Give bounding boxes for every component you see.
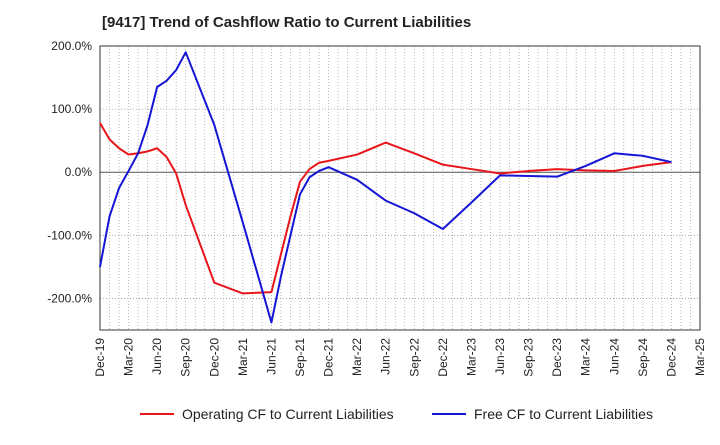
x-tick-label: Sep-24 <box>636 338 650 377</box>
x-tick-label: Mar-23 <box>464 338 478 376</box>
x-tick-label: Dec-22 <box>436 338 450 377</box>
series-line-free-cf <box>99 51 672 324</box>
x-tick-label: Jun-24 <box>607 338 621 375</box>
x-tick-label: Dec-20 <box>207 338 221 377</box>
x-tick-label: Dec-19 <box>93 338 107 377</box>
x-tick-label: Mar-21 <box>236 338 250 376</box>
y-tick-label: 200.0% <box>51 39 92 53</box>
x-tick-label: Jun-23 <box>493 338 507 375</box>
plot-frame <box>99 45 701 331</box>
x-tick-label: Sep-21 <box>293 338 307 377</box>
x-tick-label: Sep-23 <box>522 338 536 377</box>
y-tick-label: 0.0% <box>65 165 93 179</box>
y-tick-label: -200.0% <box>47 291 92 305</box>
x-tick-label: Mar-24 <box>579 338 593 376</box>
x-tick-label: Jun-21 <box>264 338 278 375</box>
x-tick-label: Mar-25 <box>693 338 707 376</box>
x-tick-label: Jun-22 <box>379 338 393 375</box>
x-tick-label: Dec-24 <box>664 338 678 377</box>
chart-title: [9417] Trend of Cashflow Ratio to Curren… <box>102 14 472 31</box>
y-tick-label: 100.0% <box>51 102 92 116</box>
x-tick-label: Sep-20 <box>179 338 193 377</box>
legend-label: Operating CF to Current Liabilities <box>182 406 394 422</box>
legend-label: Free CF to Current Liabilities <box>474 406 653 422</box>
x-tick-label: Sep-22 <box>407 338 421 377</box>
x-tick-label: Dec-21 <box>322 338 336 377</box>
x-tick-label: Dec-23 <box>550 338 564 377</box>
x-tick-label: Mar-20 <box>122 338 136 376</box>
x-tick-label: Mar-22 <box>350 338 364 376</box>
series-line-operating-cf <box>99 122 672 295</box>
x-tick-label: Jun-20 <box>150 338 164 375</box>
y-tick-label: -100.0% <box>47 228 92 242</box>
